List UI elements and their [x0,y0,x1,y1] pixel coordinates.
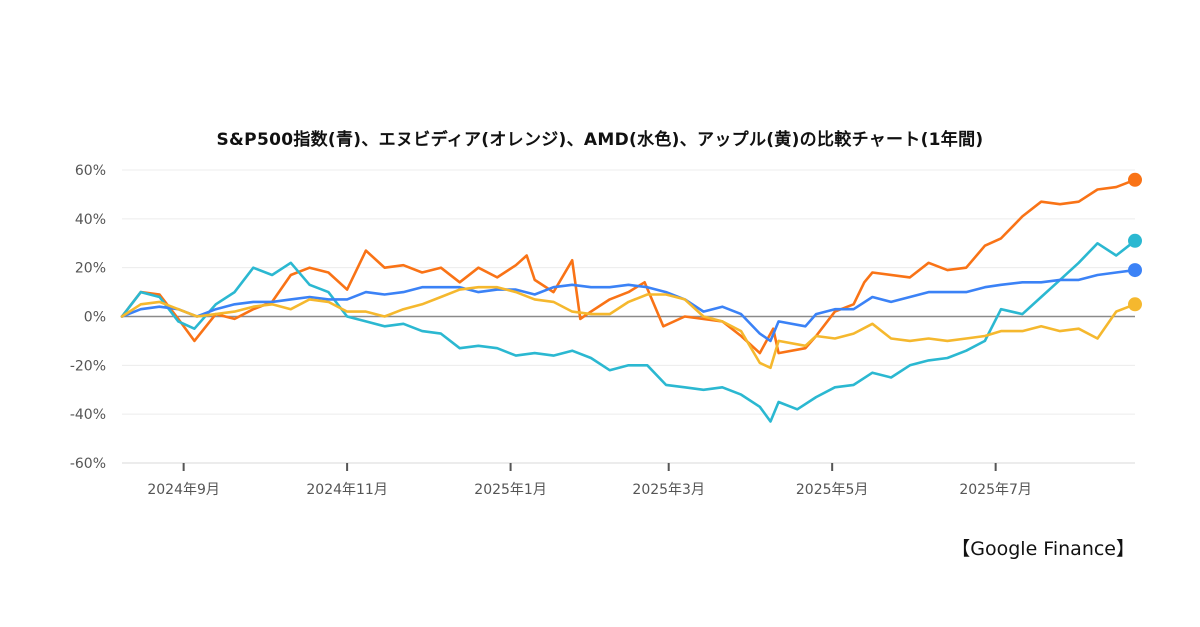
grid-lines [122,169,1135,464]
series-end-marker-2 [1128,263,1142,278]
y-tick-label: 0% [84,310,106,326]
x-tick-label: 2025年1月 [474,482,547,498]
series-end-marker-3 [1128,297,1142,312]
series-line-3 [120,285,1137,370]
chart-title: S&P500指数(青)、エヌビディア(オレンジ)、AMD(水色)、アップル(黄)… [216,130,984,150]
x-tick-label: 2025年3月 [632,482,705,498]
y-tick-label: 20% [75,261,106,277]
series-end-marker-1 [1128,233,1142,248]
x-tick-label: 2025年5月 [796,482,869,498]
y-tick-label: -60% [70,456,106,472]
series-line-2 [120,268,1137,343]
series-line-0 [120,178,1137,355]
source-label: 【Google Finance】 [951,538,1135,560]
y-tick-label: 40% [75,212,106,228]
axes: 60% 40% 20% 0% -20% -40% -60% 2024年9月 2024年11月 20… [70,163,1135,498]
y-tick-label: 60% [75,163,106,179]
y-tick-label: -40% [70,407,106,423]
x-tick-label: 2024年11月 [306,482,387,498]
series-line-1 [120,239,1137,423]
x-tick-label: 2024年9月 [147,482,220,498]
y-tick-label: -20% [70,358,106,374]
x-tick-label: 2025年7月 [959,482,1032,498]
series-lines [120,172,1142,423]
series-end-marker-0 [1128,172,1142,187]
